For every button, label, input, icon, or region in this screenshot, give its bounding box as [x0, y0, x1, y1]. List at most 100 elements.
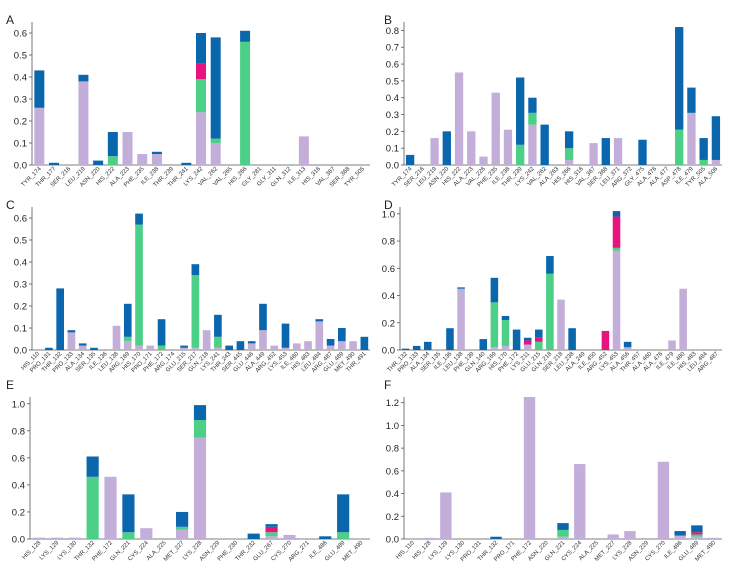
bar-segment-lavender: [528, 124, 537, 165]
bar-segment-lavender: [503, 129, 513, 165]
chart-panel-f: F 0.00.20.40.60.81.01.2HIS_110HIS_128LYS…: [384, 378, 722, 563]
bar-segment-magenta: [265, 526, 278, 533]
plot-area: 0.00.20.40.60.81.0HIS_128LYS_129LYS_130T…: [12, 397, 370, 563]
bar-segment-magenta: [691, 532, 703, 535]
y-tick-label: 0.7: [386, 43, 399, 54]
bar-segment-blue: [93, 160, 104, 165]
bar-segment-green: [557, 529, 569, 537]
bar-segment-lavender: [623, 347, 632, 350]
bar-segment-blue: [67, 330, 76, 333]
chart-panel-d: D 0.00.20.40.60.81.0THR_132PRO_133ALA_13…: [382, 198, 722, 374]
bar-segment-lavender: [349, 341, 357, 350]
bar-segment-lavender: [67, 332, 76, 350]
bar-segment-blue: [564, 131, 574, 149]
bar-segment-magenta: [601, 330, 610, 350]
bar-segment-blue: [191, 264, 200, 276]
bar-segment-blue: [193, 405, 207, 420]
bar-segment-blue: [401, 348, 410, 350]
bar-segment-lavender: [247, 343, 256, 350]
y-tick-label: 0.8: [12, 426, 25, 437]
bar-segment-blue: [412, 345, 421, 350]
bar-segment-lavender: [657, 461, 670, 539]
bar-segment-blue: [107, 132, 118, 157]
y-tick-label: 0.8: [386, 444, 399, 455]
bar-segment-green: [337, 532, 350, 539]
bar-segment-lavender: [304, 341, 312, 350]
bar-segment-blue: [176, 511, 189, 527]
bar-segment-lavender: [326, 345, 335, 350]
bar-segment-blue: [90, 347, 98, 350]
bar-segment-lavender: [440, 492, 452, 539]
y-tick-label: 0.6: [14, 29, 27, 40]
bar-segment-lavender: [613, 138, 623, 165]
bar-segment-lavender: [78, 345, 87, 350]
bar-segment-lavender: [674, 535, 686, 539]
bar-segment-blue: [315, 319, 324, 322]
bar-segment-blue: [247, 533, 260, 539]
panel-label: B: [384, 13, 392, 27]
bar-segment-blue: [45, 347, 53, 350]
bar-segment-lavender: [467, 131, 476, 165]
bar-segment-lavender: [687, 112, 696, 165]
bar-segment-green: [564, 148, 574, 160]
y-tick-label: 0.3: [14, 280, 27, 291]
panel-label: C: [6, 198, 15, 212]
bar-segment-blue: [516, 77, 525, 145]
bar-segment-lavender: [196, 112, 206, 165]
bar-segment-lavender: [180, 347, 188, 350]
bar-segment-green: [107, 156, 118, 165]
y-tick-label: 0.2: [386, 127, 399, 138]
chart-panel-b: B 0.00.10.20.30.40.50.60.70.8TYR_174SER_…: [384, 13, 722, 189]
bar-segment-lavender: [423, 537, 435, 539]
bar-segment-blue: [442, 131, 451, 165]
bar-segment-magenta: [196, 63, 206, 80]
panel-label: A: [6, 13, 14, 27]
bar-segment-green: [675, 129, 684, 165]
panel-label: D: [384, 198, 393, 212]
y-tick-label: 0.4: [386, 93, 399, 104]
bar-segment-lavender: [123, 341, 132, 350]
bar-segment-blue: [612, 211, 621, 217]
bar-segment-blue: [540, 124, 549, 165]
bar-segment-blue: [34, 70, 45, 108]
bar-segment-blue: [546, 256, 554, 274]
y-tick-label: 0.3: [386, 110, 399, 121]
y-tick-label: 0.4: [12, 480, 25, 491]
y-tick-label: 0.0: [386, 161, 399, 172]
y-tick-label: 0.4: [14, 258, 27, 269]
y-tick-label: 1.0: [382, 209, 395, 220]
bar-segment-green: [546, 273, 554, 350]
bar-segment-green: [157, 345, 166, 350]
bar-segment-blue: [691, 525, 703, 533]
bar-segment-blue: [78, 343, 87, 346]
bar-segment-green: [196, 79, 206, 113]
bar-segment-lavender: [707, 537, 720, 539]
bar-segment-blue: [623, 341, 632, 348]
bar-segment-blue: [674, 531, 686, 536]
bar-segment-green: [123, 336, 132, 342]
bar-segment-lavender: [668, 340, 676, 350]
bar-segment-blue: [479, 339, 488, 350]
y-tick-label: 0.0: [14, 161, 27, 172]
bar-segment-blue: [225, 345, 233, 350]
bar-segment-blue: [281, 323, 290, 348]
bar-segment-green: [265, 532, 278, 537]
bar-segment-green: [612, 247, 621, 251]
bar-segment-blue: [675, 27, 684, 130]
bar-segment-lavender: [557, 299, 565, 350]
bar-segment-lavender: [298, 136, 309, 165]
bar-segment-blue: [214, 314, 222, 337]
chart-panel-e: E 0.00.20.40.60.81.0HIS_128LYS_129LYS_13…: [6, 378, 370, 563]
bar-segment-blue: [319, 536, 332, 539]
y-tick-label: 1.2: [386, 398, 399, 409]
bar-segment-green: [86, 476, 99, 539]
bar-segment-blue: [265, 524, 278, 527]
bar-segment-blue: [535, 329, 543, 338]
bar-segment-blue: [512, 329, 521, 350]
bar-segment-blue: [259, 303, 267, 331]
bar-segment-blue: [196, 33, 206, 64]
y-tick-label: 0.5: [14, 51, 27, 62]
bar-segment-lavender: [214, 347, 222, 350]
y-tick-label: 0.8: [386, 26, 399, 37]
